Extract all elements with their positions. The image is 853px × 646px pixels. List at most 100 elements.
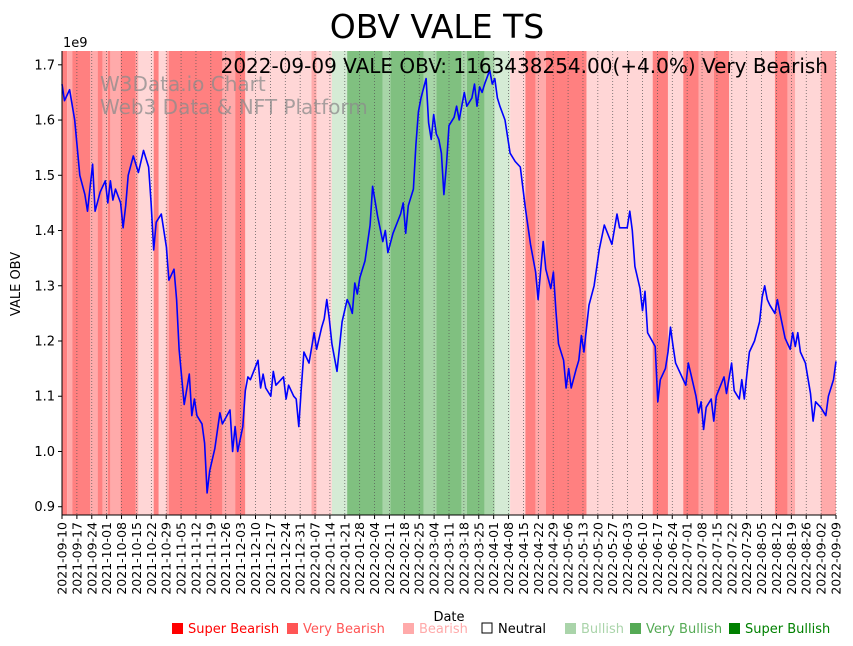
x-tick-label: 2022-01-07 bbox=[308, 522, 323, 595]
y-axis-ticks: 0.9 1.0 1.1 1.2 1.3 1.4 1.5 1.6 1.7 bbox=[34, 58, 62, 515]
region-very-bearish bbox=[652, 51, 668, 515]
x-tick-label: 2022-04-08 bbox=[501, 522, 516, 595]
y-tick-label: 1.3 bbox=[34, 279, 55, 294]
x-tick-label: 2022-06-24 bbox=[665, 522, 680, 595]
y-tick-label: 1.7 bbox=[34, 58, 55, 73]
y-tick-label: 1.0 bbox=[34, 445, 55, 460]
legend-swatch bbox=[729, 623, 740, 634]
x-tick-label: 2021-12-10 bbox=[248, 522, 263, 595]
x-tick-label: 2022-03-04 bbox=[427, 522, 442, 595]
region-bearish bbox=[820, 51, 836, 515]
x-tick-label: 2022-01-21 bbox=[337, 522, 352, 595]
x-tick-label: 2022-06-17 bbox=[650, 522, 665, 595]
y-tick-label: 1.4 bbox=[34, 224, 55, 239]
x-tick-label: 2022-07-08 bbox=[695, 522, 710, 595]
x-axis-ticks: 2021-09-10 2021-09-17 2021-09-24 2021-10-01… bbox=[55, 515, 844, 595]
x-tick-label: 2021-10-01 bbox=[99, 522, 114, 595]
x-tick-label: 2022-03-11 bbox=[442, 522, 457, 595]
region-bearish bbox=[535, 51, 546, 515]
x-tick-label: 2022-09-02 bbox=[814, 522, 829, 595]
legend-label: Bearish bbox=[419, 622, 468, 637]
legend-label: Super Bearish bbox=[188, 622, 279, 637]
region-bullish-light bbox=[494, 51, 511, 515]
region-bearish bbox=[90, 51, 98, 515]
y-tick-label: 1.2 bbox=[34, 335, 55, 350]
region-very-bearish bbox=[235, 51, 246, 515]
x-tick-label: 2021-11-19 bbox=[203, 522, 218, 595]
region-very-bearish bbox=[153, 51, 159, 515]
legend-label: Bullish bbox=[581, 622, 624, 637]
x-tick-label: 2022-03-25 bbox=[471, 522, 486, 595]
x-tick-label: 2021-10-22 bbox=[144, 522, 159, 595]
region-bullish bbox=[423, 51, 437, 515]
x-tick-label: 2021-12-31 bbox=[293, 522, 308, 595]
x-tick-label: 2021-11-05 bbox=[174, 522, 189, 595]
watermark: W3Data.io Chart Web3 Data & NFT Platform bbox=[100, 72, 368, 119]
region-bullish bbox=[484, 51, 495, 515]
region-very-bearish bbox=[120, 51, 136, 515]
region-bearish bbox=[698, 51, 714, 515]
x-tick-label: 2022-01-14 bbox=[322, 522, 337, 595]
x-tick-label: 2022-05-06 bbox=[561, 522, 576, 595]
x-tick-label: 2022-08-05 bbox=[754, 522, 769, 595]
region-bearish bbox=[135, 51, 139, 515]
x-tick-label: 2022-07-29 bbox=[739, 522, 754, 595]
legend-label: Neutral bbox=[498, 622, 546, 637]
region-very-bearish bbox=[774, 51, 788, 515]
x-tick-label: 2022-05-13 bbox=[575, 522, 590, 595]
legend-swatch-neutral bbox=[481, 622, 493, 634]
x-tick-label: 2021-10-15 bbox=[129, 522, 144, 595]
region-very-bullish bbox=[390, 51, 424, 515]
y-tick-label: 0.9 bbox=[34, 500, 55, 515]
legend-swatch bbox=[565, 623, 576, 634]
x-tick-label: 2022-04-22 bbox=[531, 522, 546, 595]
region-bearish bbox=[67, 51, 73, 515]
region-neutral-pink bbox=[795, 51, 821, 515]
legend-swatch bbox=[287, 623, 298, 634]
region-neutral-pink bbox=[667, 51, 684, 515]
x-tick-label: 2022-04-15 bbox=[516, 522, 531, 595]
legend: Super Bearish Very Bearish Bearish Neutral B… bbox=[172, 622, 830, 637]
region-bullish bbox=[461, 51, 467, 515]
x-tick-label: 2022-05-27 bbox=[605, 522, 620, 595]
series-layer bbox=[61, 69, 837, 494]
region-bearish bbox=[110, 51, 121, 515]
chart-title: OBV VALE TS bbox=[330, 7, 545, 46]
x-tick-label: 2022-06-03 bbox=[620, 522, 635, 595]
obv-line bbox=[61, 69, 837, 494]
x-tick-label: 2022-02-04 bbox=[367, 522, 382, 595]
x-tick-label: 2021-09-24 bbox=[84, 522, 99, 595]
x-tick-label: 2022-08-26 bbox=[799, 522, 814, 595]
region-bullish bbox=[382, 51, 391, 515]
region-very-bearish bbox=[107, 51, 111, 515]
x-tick-label: 2022-07-01 bbox=[680, 522, 695, 595]
x-tick-label: 2022-02-25 bbox=[412, 522, 427, 595]
region-very-bearish bbox=[558, 51, 587, 515]
y-axis-label: VALE OBV bbox=[9, 252, 24, 316]
x-tick-label: 2022-02-11 bbox=[382, 522, 397, 595]
region-very-bullish bbox=[466, 51, 485, 515]
y-tick-label: 1.6 bbox=[34, 114, 55, 129]
x-tick-label: 2021-12-17 bbox=[263, 522, 278, 595]
region-very-bearish bbox=[713, 51, 730, 515]
region-neutral-pink bbox=[510, 51, 526, 515]
x-tick-label: 2022-09-09 bbox=[829, 522, 844, 595]
region-neutral-pink bbox=[316, 51, 332, 515]
legend-swatch bbox=[403, 623, 414, 634]
x-tick-label: 2022-08-12 bbox=[769, 522, 784, 595]
x-tick-label: 2022-05-20 bbox=[590, 522, 605, 595]
x-tick-label: 2021-09-17 bbox=[69, 522, 84, 595]
x-tick-label: 2021-12-03 bbox=[233, 522, 248, 595]
x-tick-label: 2022-08-19 bbox=[784, 522, 799, 595]
legend-label: Very Bearish bbox=[303, 622, 385, 637]
region-very-bearish bbox=[525, 51, 536, 515]
y-scale-label: 1e9 bbox=[63, 36, 88, 51]
watermark-line-1: W3Data.io Chart bbox=[100, 72, 266, 96]
region-neutral-pink bbox=[158, 51, 167, 515]
y-tick-label: 1.5 bbox=[34, 169, 55, 184]
y-tick-label: 1.1 bbox=[34, 390, 55, 405]
watermark-line-2: Web3 Data & NFT Platform bbox=[100, 95, 368, 119]
x-tick-label: 2021-09-10 bbox=[55, 522, 70, 595]
legend-label: Very Bullish bbox=[646, 622, 722, 637]
